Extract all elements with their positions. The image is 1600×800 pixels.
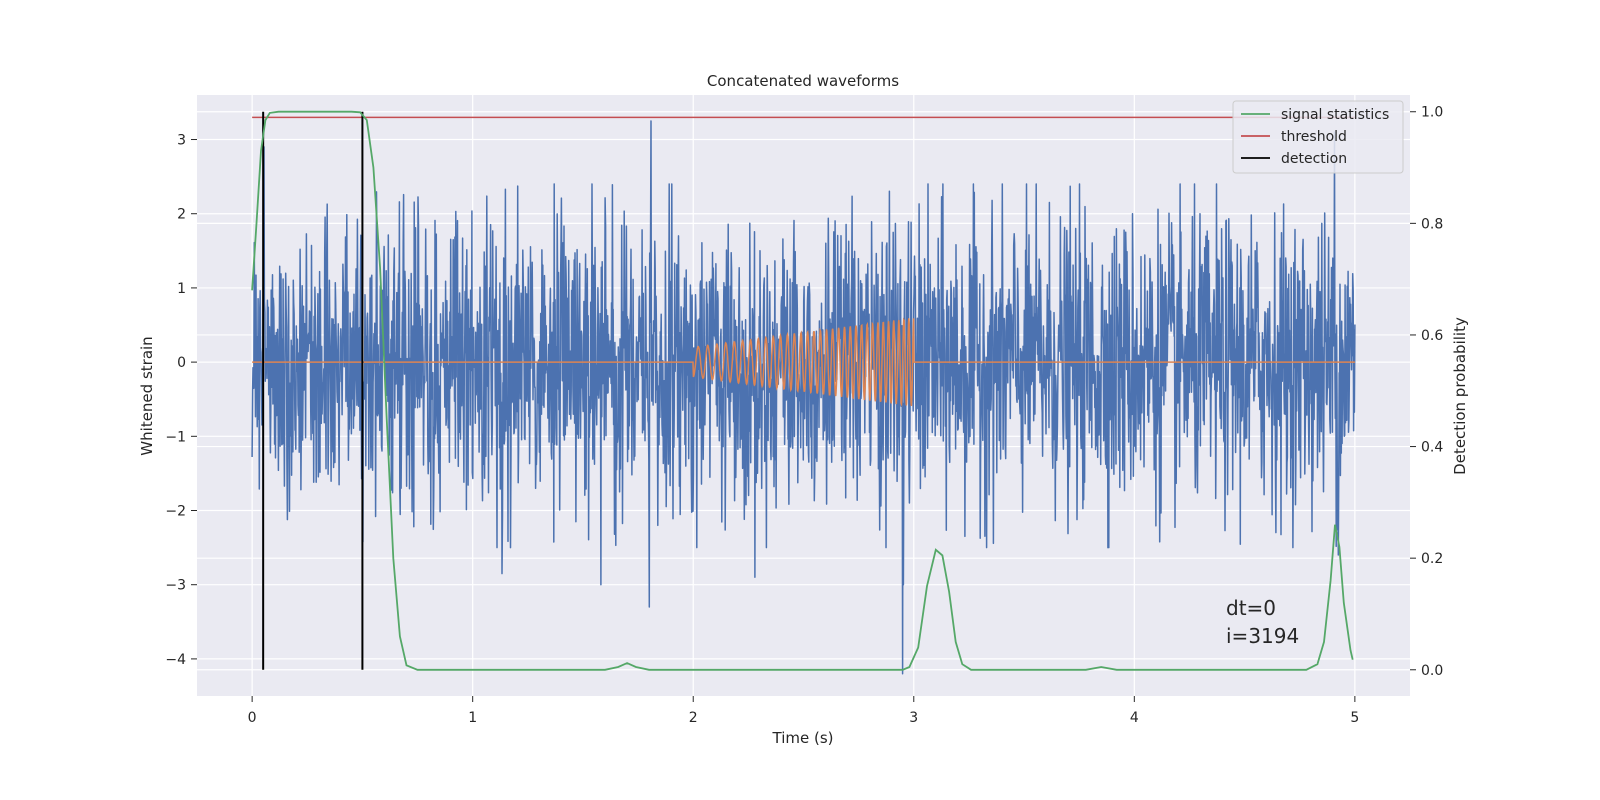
bottom-axis: 0 1 2 3 4 5 — [248, 696, 1359, 726]
detection-series — [262, 111, 364, 670]
legend-label-detection: detection — [1281, 151, 1347, 167]
x-axis-label: Time (s) — [772, 729, 834, 747]
x-tick-label: 1 — [468, 710, 477, 726]
y2-tick-label: 1.0 — [1421, 105, 1443, 121]
y2-axis-label: Detection probability — [1451, 317, 1469, 475]
y-tick-label: −3 — [165, 578, 186, 594]
y-axis-label: Whitened strain — [138, 336, 156, 455]
legend: signal statistics threshold detection — [1232, 100, 1404, 174]
y-tick-label: 3 — [177, 133, 186, 149]
y2-tick-label: 0.8 — [1421, 216, 1443, 232]
y2-tick-label: 0.2 — [1421, 551, 1443, 567]
right-axis: 0.0 0.2 0.4 0.6 0.8 1.0 — [1410, 105, 1443, 679]
x-tick-label: 2 — [689, 710, 698, 726]
x-tick-label: 5 — [1350, 710, 1359, 726]
annotation-dt: dt=0 — [1226, 596, 1276, 620]
y-tick-label: −4 — [165, 652, 186, 668]
chart-title: Concatenated waveforms — [707, 72, 899, 90]
y-tick-label: 1 — [177, 281, 186, 297]
x-tick-label: 4 — [1130, 710, 1139, 726]
plot-content — [251, 110, 1356, 675]
y2-tick-label: 0.0 — [1421, 663, 1443, 679]
x-tick-label: 0 — [248, 710, 257, 726]
chirp-series-line — [252, 317, 1355, 408]
y-tick-label: −2 — [165, 504, 186, 520]
signal-statistics-series-line — [251, 110, 1354, 671]
legend-label-signal-statistics: signal statistics — [1281, 107, 1389, 123]
y-tick-label: 0 — [177, 355, 186, 371]
y2-tick-label: 0.6 — [1421, 328, 1443, 344]
annotations: dt=0 i=3194 — [1226, 596, 1299, 648]
left-axis: 3 2 1 0 −1 −2 −3 −4 — [165, 133, 197, 668]
x-tick-label: 3 — [909, 710, 918, 726]
legend-box — [1232, 100, 1404, 174]
y2-tick-label: 0.4 — [1421, 440, 1443, 456]
annotation-i: i=3194 — [1226, 624, 1299, 648]
y-tick-label: −1 — [165, 429, 186, 445]
legend-label-threshold: threshold — [1281, 129, 1347, 145]
y-tick-label: 2 — [177, 207, 186, 223]
